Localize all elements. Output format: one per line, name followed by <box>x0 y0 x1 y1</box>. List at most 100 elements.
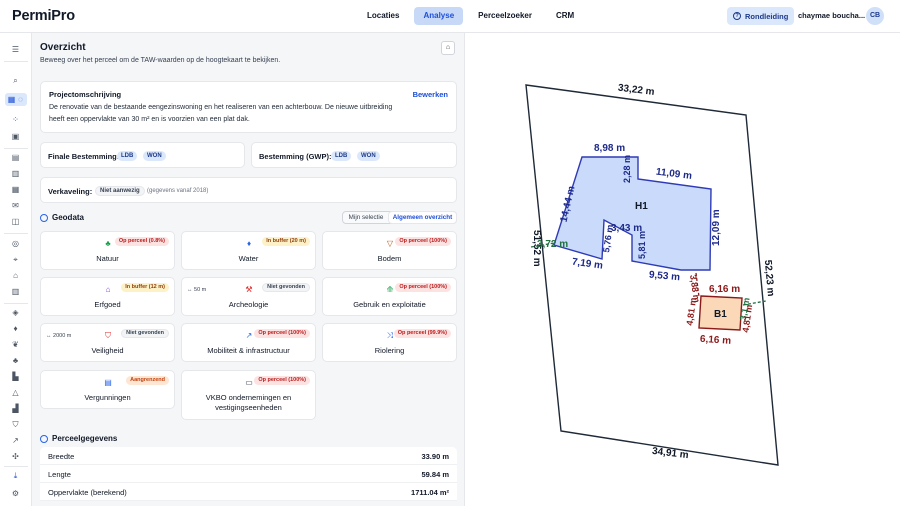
geodata-tile-mobiliteit[interactable]: Op perceel (100%) ↗ Mobiliteit & infrast… <box>181 323 316 362</box>
divider <box>4 148 28 149</box>
status-badge: In buffer (20 m) <box>262 237 310 246</box>
status-badge: Op perceel (0.8%) <box>114 237 169 246</box>
geodata-tile-natuur[interactable]: Op perceel (0.8%) ♣ Natuur <box>40 231 175 270</box>
sidebar-toggle-icon[interactable]: ☰ <box>11 45 20 54</box>
zoning-tag: LDB <box>117 151 138 161</box>
tab-perceelzoeker[interactable]: Perceelzoeker <box>478 11 532 20</box>
search-icon[interactable]: ⌕ <box>13 76 18 85</box>
table-row: Breedte 33.90 m <box>40 447 457 465</box>
heritage-icon: ⌂ <box>105 285 111 294</box>
geodata-tile-riolering[interactable]: Op perceel (99.9%) ⤨ Riolering <box>322 323 457 362</box>
geodata-tile-vkbo[interactable]: Op perceel (100%) ▭ VKBO ondernemingen e… <box>181 370 316 420</box>
final-zoning-card: Finale Bestemming: LDB WON <box>40 142 245 168</box>
calendar-icon[interactable]: ▦ <box>11 185 20 194</box>
divider <box>4 466 28 467</box>
geodata-tile-erfgoed[interactable]: In buffer (12 m) ⌂ Erfgoed <box>40 277 175 316</box>
download-icon[interactable]: ⤓ <box>13 471 18 480</box>
shovel-icon: ⚒ <box>245 285 253 294</box>
top-navigation-bar: PermiPro Locaties Analyse Perceelzoeker … <box>0 0 900 33</box>
factory-icon[interactable]: ▙ <box>12 372 19 381</box>
document-icon: ▤ <box>104 378 112 387</box>
tile-label: Veiligheid <box>91 346 124 355</box>
layer-toggle-group[interactable] <box>5 93 27 106</box>
avatar[interactable]: CB <box>866 7 884 25</box>
tab-crm[interactable]: CRM <box>555 11 575 20</box>
tile-label: Water <box>238 254 259 263</box>
user-name[interactable]: chaymae boucha... <box>798 11 866 20</box>
status-badge: Niet gevonden <box>262 283 310 292</box>
distance-label: ↔ 2000 m <box>46 333 72 339</box>
divider <box>4 233 28 234</box>
mail-icon[interactable]: ✉ <box>12 201 19 210</box>
chart-icon[interactable]: ▟ <box>12 404 19 413</box>
dim-parcel-right: 52,23 m <box>762 259 776 297</box>
stack-icon[interactable]: ◈ <box>12 308 19 317</box>
tab-analyse[interactable]: Analyse <box>414 7 464 25</box>
dim-annex-bottom: 6,16 m <box>700 334 732 347</box>
location-icon[interactable]: ◎ <box>12 239 19 248</box>
gwp-zoning-label: Bestemming (GWP): <box>259 152 332 161</box>
distance-value: 50 m <box>194 287 207 293</box>
parcel-map[interactable]: 33,22 m 34,91 m 51,52 m 52,23 m 8,98 m 2… <box>466 33 900 506</box>
geodata-tile-veiligheid[interactable]: ↔ 2000 m Niet gevonden ⛉ Veiligheid <box>40 323 175 362</box>
tree-icon[interactable]: ♣ <box>12 356 19 365</box>
dim-setback-right: 3,1 m <box>738 297 752 321</box>
grid-icon[interactable]: ▦ <box>7 95 16 104</box>
dim-house-inner-mid: 3,43 m <box>611 223 642 234</box>
trend-icon[interactable]: ↗ <box>12 436 19 445</box>
geodata-tile-archeologie[interactable]: ↔ 50 m Niet gevonden ⚒ Archeologie <box>181 277 316 316</box>
dim-parcel-left: 51,52 m <box>531 230 542 267</box>
status-badge: Op perceel (100%) <box>395 283 451 292</box>
divider <box>4 61 28 62</box>
home-icon[interactable]: ⌂ <box>13 271 18 280</box>
settings-icon[interactable]: ⚙ <box>11 489 20 498</box>
geodata-tile-water[interactable]: In buffer (20 m) ♦ Water <box>181 231 316 270</box>
geodata-title: Geodata <box>52 213 85 222</box>
briefcase-icon: ▭ <box>245 378 253 387</box>
geodata-view-toggle: Mijn selectie Algemeen overzicht <box>342 211 457 224</box>
row-value: 33.90 m <box>421 452 449 461</box>
home-icon: ⌂ <box>445 44 451 51</box>
final-zoning-label: Finale Bestemming: <box>48 152 120 161</box>
edit-link[interactable]: Bewerken <box>412 90 448 99</box>
dim-setback-between: 3,88 m <box>688 274 702 303</box>
tab-locaties[interactable]: Locaties <box>367 11 400 20</box>
dim-annex-left: 4,81 m <box>684 297 698 326</box>
zoning-tag: LDB <box>331 151 352 161</box>
pin-icon[interactable]: ⌖ <box>13 255 18 264</box>
dim-house-right: 12,09 m <box>711 209 722 246</box>
dim-house-top: 8,98 m <box>594 143 625 154</box>
shield-icon[interactable]: ⛉ <box>12 420 19 429</box>
geodata-tile-gebruik[interactable]: Op perceel (100%) ⟰ Gebruik en exploitat… <box>322 277 457 316</box>
layers-icon[interactable]: ◫ <box>11 217 20 226</box>
tile-label: Bodem <box>377 254 402 263</box>
shield-icon: ⛉ <box>105 331 111 340</box>
dim-house-bottom-right: 9,53 m <box>648 270 680 284</box>
sewer-icon[interactable]: ✣ <box>12 452 19 461</box>
analysis-panel: Overzicht Beweeg over het perceel om de … <box>32 33 465 506</box>
building-icon[interactable]: ▥ <box>11 287 20 296</box>
droplet-icon[interactable]: ♦ <box>13 324 18 333</box>
page-subtitle: Beweeg over het perceel om de TAW-waarde… <box>40 57 281 64</box>
geodata-tile-bodem[interactable]: Op perceel (100%) ▽ Bodem <box>322 231 457 270</box>
book-icon[interactable]: ▥ <box>11 169 20 178</box>
tile-label: Gebruik en exploitatie <box>353 300 426 309</box>
sewer-icon: ⤨ <box>386 331 394 340</box>
table-icon[interactable]: ▤ <box>11 153 20 162</box>
toggle-my-selection[interactable]: Mijn selectie <box>348 214 384 221</box>
geodata-tile-vergunningen[interactable]: Aangrenzend ▤ Vergunningen <box>40 370 175 409</box>
gwp-zoning-card: Bestemming (GWP): LDB WON <box>251 142 457 168</box>
warning-icon[interactable]: △ <box>12 388 19 397</box>
leaf-icon[interactable]: ❦ <box>12 340 19 349</box>
status-badge: Op perceel (100%) <box>395 237 451 246</box>
apps-icon[interactable]: ⁘ <box>12 115 19 124</box>
chat-icon[interactable]: ◌ <box>18 95 23 104</box>
row-key: Lengte <box>48 470 71 479</box>
app-logo[interactable]: PermiPro <box>12 8 75 24</box>
toggle-general-overview[interactable]: Algemeen overzicht <box>389 212 456 223</box>
home-button[interactable]: ⌂ <box>441 41 455 55</box>
dim-house-notch: 2,28 m <box>622 155 632 183</box>
tile-label: Riolering <box>374 346 405 355</box>
qr-icon[interactable]: ▣ <box>11 132 20 141</box>
tour-button[interactable]: ? Rondleiding <box>727 7 795 25</box>
